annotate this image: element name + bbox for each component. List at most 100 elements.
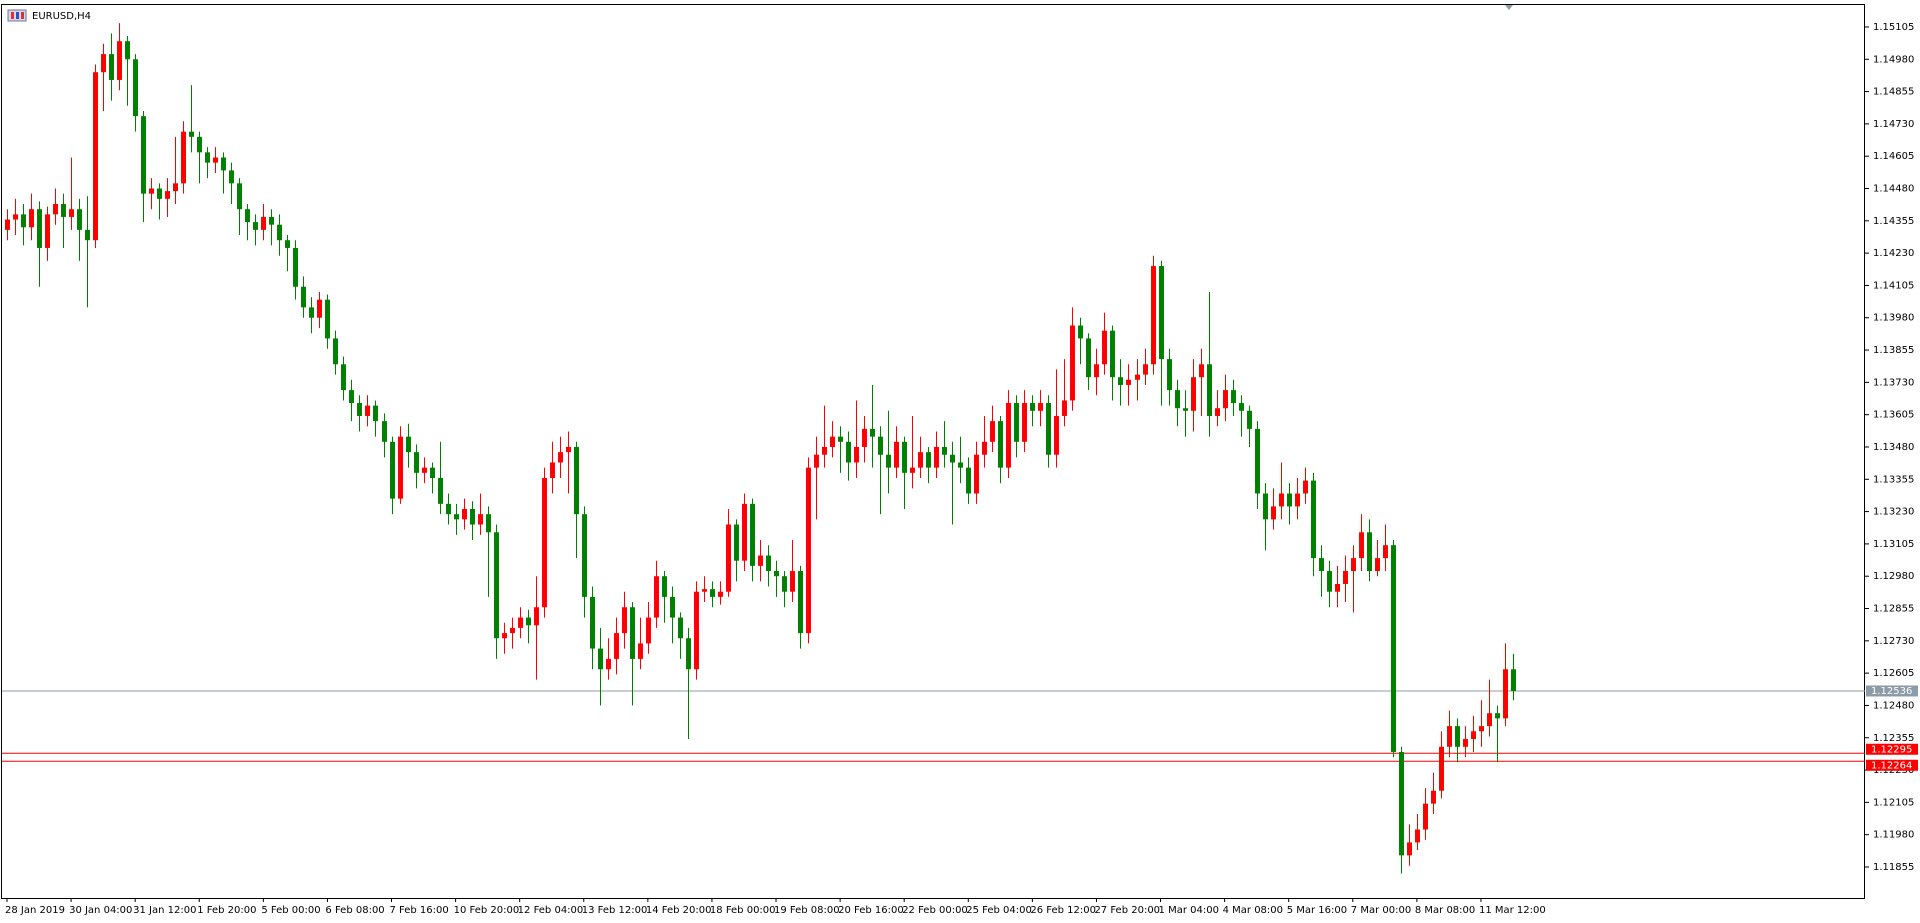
x-tick-label: 31 Jan 12:00 [133,905,196,916]
candle-body [237,183,242,210]
candle-body [1046,403,1051,455]
candle-body [197,136,202,153]
candle-body [213,157,218,163]
candle-body [133,59,138,117]
candle-body [1014,403,1019,442]
candle-body [1030,403,1035,411]
x-tick-label: 11 Mar 12:00 [1479,905,1546,916]
candle-body [910,467,915,473]
price-level-label: 1.12536 [1871,686,1912,697]
candle-body [950,454,955,463]
candle-body [766,555,771,572]
x-tick-label: 10 Feb 20:00 [454,905,520,916]
candle-body [1062,400,1067,416]
candle-body [1479,726,1484,732]
candle-body [1279,493,1284,507]
shift-marker [1505,5,1513,10]
y-tick-label: 1.13355 [1873,474,1914,485]
candle-body [53,204,58,215]
y-tick-label: 1.11980 [1873,830,1914,841]
candle-body [349,390,354,404]
candle-body [1487,713,1492,727]
candle-body [550,462,555,478]
y-tick-label: 1.14855 [1873,87,1914,98]
candle-body [1375,558,1380,572]
candle-body [790,571,795,592]
candle-body [85,229,90,241]
candle-body [494,532,499,639]
candle-body [157,188,162,199]
candle-body [1070,325,1075,401]
y-tick-label: 1.14605 [1873,151,1914,162]
candle-body [1110,330,1115,378]
candle-body [1159,266,1164,360]
candle-body [301,286,306,308]
candle-body [390,441,395,499]
candle-body [382,421,387,442]
candle-body [93,72,98,241]
y-tick-label: 1.12105 [1873,797,1914,808]
candle-body [1311,480,1316,559]
x-tick-label: 7 Mar 00:00 [1351,905,1411,916]
y-tick-label: 1.15105 [1873,22,1914,33]
x-tick-label: 25 Feb 04:00 [966,905,1032,916]
candle-body [325,299,330,339]
candle-body [942,446,947,455]
candle-body [1094,364,1099,378]
candle-body [1126,379,1131,385]
candle-body [61,204,66,217]
x-tick-label: 19 Feb 08:00 [774,905,840,916]
y-tick-label: 1.14230 [1873,248,1914,259]
price-level-label: 1.12264 [1871,760,1912,771]
candle-body [109,54,114,80]
candle-body [285,240,290,248]
candle-body [806,467,811,634]
candle-body [830,436,835,447]
chart-title: EURUSD,H4 [32,11,91,22]
candle-body [13,214,18,220]
candle-body [1183,408,1188,411]
candle-body [542,477,547,608]
y-tick-label: 1.12480 [1873,700,1914,711]
candle-body [1006,403,1011,468]
candle-body [982,441,987,455]
candle-body [566,446,571,453]
candle-body [702,589,707,592]
candle-body [726,524,731,592]
candle-body [1054,415,1059,455]
candle-body [742,503,747,561]
candle-body [141,116,146,194]
y-tick-label: 1.12355 [1873,733,1914,744]
candle-body [862,428,867,447]
candle-body [69,209,74,217]
y-tick-label: 1.13855 [1873,345,1914,356]
candle-body [822,446,827,455]
candle-body [165,191,170,199]
candle-body [1415,829,1420,843]
candle-body [189,131,194,137]
x-tick-label: 22 Feb 00:00 [902,905,968,916]
x-tick-label: 14 Feb 20:00 [646,905,712,916]
y-tick-label: 1.13730 [1873,377,1914,388]
candle-body [373,405,378,422]
x-tick-label: 7 Feb 16:00 [390,905,449,916]
candle-body [606,658,611,670]
x-tick-label: 1 Feb 20:00 [197,905,256,916]
candle-body [117,41,122,80]
candles [5,23,1516,874]
candle-body [878,436,883,455]
candle-body [926,452,931,468]
candle-body [974,454,979,494]
candle-body [414,452,419,473]
candle-body [1335,583,1340,592]
candle-body [309,307,314,318]
candle-body [1495,713,1500,719]
candle-body [518,617,523,628]
y-tick-label: 1.12980 [1873,571,1914,582]
price-level-tag [1866,743,1918,755]
x-tick-label: 5 Feb 00:00 [261,905,320,916]
candle-body [758,555,763,566]
y-tick-label: 1.13230 [1873,507,1914,518]
